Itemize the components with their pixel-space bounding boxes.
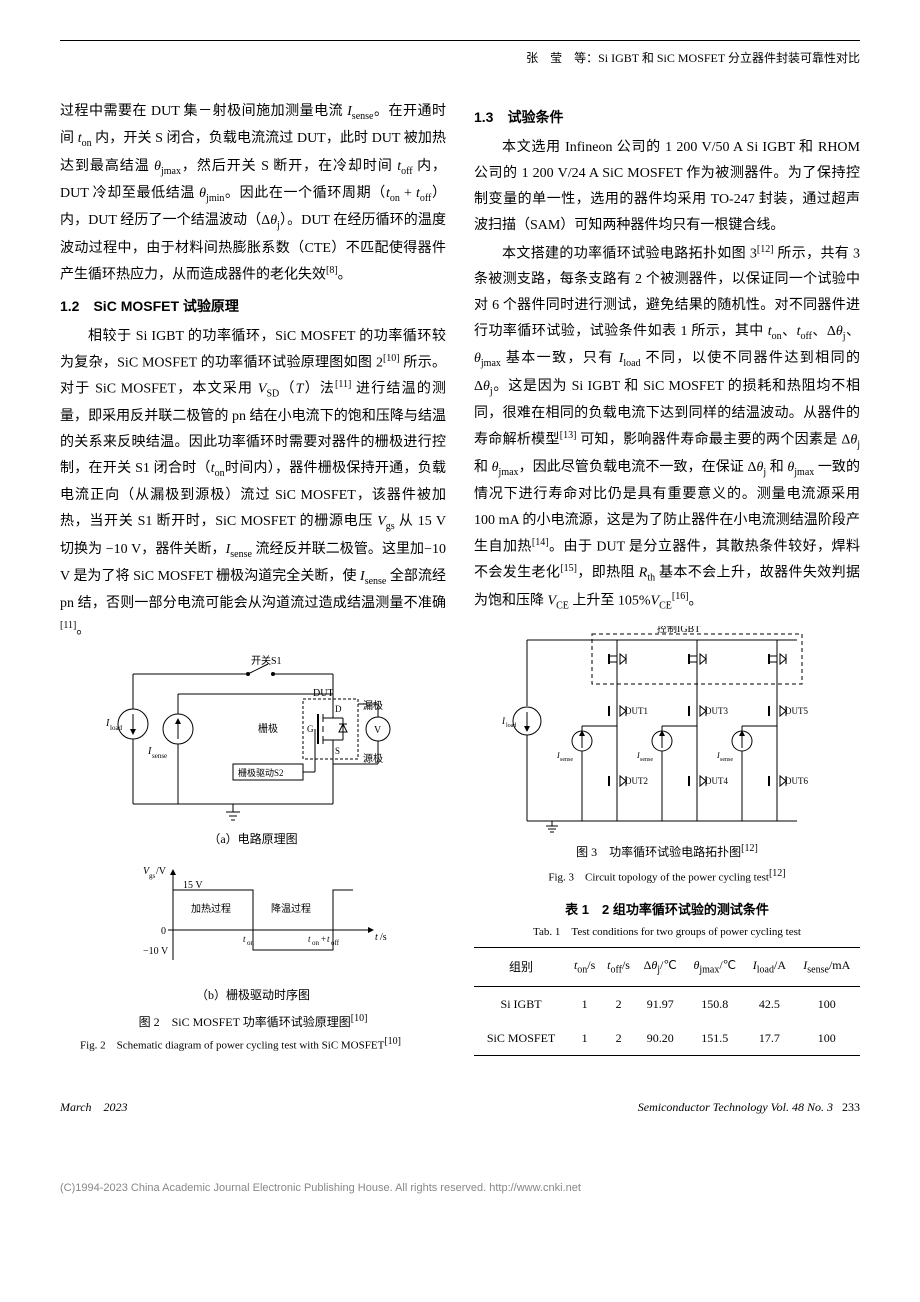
left-column: 过程中需要在 DUT 集－射极间施加测量电流 Isense。在开通时间 ton … — [60, 99, 446, 1066]
svg-text:栅极: 栅极 — [258, 722, 278, 735]
svg-text:t: t — [243, 934, 246, 944]
copyright-line: (C)1994-2023 China Academic Journal Elec… — [60, 1178, 860, 1198]
svg-text:off: off — [331, 939, 340, 947]
svg-text:sense: sense — [720, 757, 733, 763]
para-4: 本文搭建的功率循环试验电路拓扑如图 3[12] 所示，共有 3 条被测支路，每条… — [474, 241, 860, 617]
page-footer: March 2023 Semiconductor Technology Vol.… — [60, 1096, 860, 1118]
right-column: 1.3 试验条件 本文选用 Infineon 公司的 1 200 V/50 A … — [474, 99, 860, 1066]
footer-date: March 2023 — [60, 1096, 128, 1118]
para-1: 过程中需要在 DUT 集－射极间施加测量电流 Isense。在开通时间 ton … — [60, 99, 446, 288]
fig2-caption-en: Fig. 2 Schematic diagram of power cyclin… — [80, 1033, 446, 1056]
table-head: toff/s — [601, 947, 636, 986]
table-cell: 100 — [794, 1021, 860, 1056]
svg-text:/V: /V — [156, 866, 167, 877]
table-cell: SiC MOSFET — [474, 1021, 568, 1056]
table-1: 组别 ton/s toff/s Δθj/℃ θjmax/℃ Iload/A Is… — [474, 947, 860, 1056]
svg-text:gs: gs — [149, 872, 156, 880]
svg-text:开关S1: 开关S1 — [251, 654, 282, 667]
table-cell: 42.5 — [745, 986, 793, 1021]
page-number: 233 — [842, 1100, 860, 1114]
svg-text:on: on — [312, 939, 320, 947]
fig2b-sub: （b）栅极驱动时序图 — [60, 984, 446, 1006]
table-cell: 2 — [601, 1021, 636, 1056]
table-cell: 151.5 — [684, 1021, 745, 1056]
fig2-caption-cn: 图 2 SiC MOSFET 功率循环试验原理图[10] — [60, 1010, 446, 1033]
svg-text:load: load — [110, 724, 123, 732]
table-cell: 1 — [568, 1021, 601, 1056]
heading-1-3: 1.3 试验条件 — [474, 105, 860, 131]
svg-text:load: load — [506, 723, 516, 729]
heading-1-2: 1.2 SiC MOSFET 试验原理 — [60, 294, 446, 320]
fig3-caption-en: Fig. 3 Circuit topology of the power cyc… — [474, 865, 860, 888]
svg-text:DUT1: DUT1 — [625, 706, 648, 716]
svg-text:控制IGBT: 控制IGBT — [657, 626, 700, 635]
table-head: ton/s — [568, 947, 601, 986]
para-3: 本文选用 Infineon 公司的 1 200 V/50 A Si IGBT 和… — [474, 135, 860, 239]
table1-title-en: Tab. 1 Test conditions for two groups of… — [474, 922, 860, 942]
svg-text:S: S — [335, 746, 340, 756]
svg-text:0: 0 — [161, 926, 166, 937]
fig2a-sub: （a）电路原理图 — [60, 828, 446, 850]
table-cell: 150.8 — [684, 986, 745, 1021]
svg-text:加热过程: 加热过程 — [191, 902, 231, 915]
svg-text:栅极驱动S2: 栅极驱动S2 — [238, 767, 284, 778]
svg-text:t: t — [375, 932, 378, 943]
figure-2b: Vgs/V t/s 15 V 0 −10 V 加热过程 降温过程 ton ton… — [60, 860, 446, 1056]
table-cell: 17.7 — [745, 1021, 793, 1056]
table-head: Isense/mA — [794, 947, 860, 986]
svg-text:G: G — [307, 724, 314, 734]
svg-text:漏极: 漏极 — [363, 699, 383, 712]
running-head: 张 莹 等：Si IGBT 和 SiC MOSFET 分立器件封装可靠性对比 — [60, 47, 860, 69]
svg-text:DUT6: DUT6 — [785, 776, 808, 786]
svg-text:−10 V: −10 V — [143, 946, 169, 957]
svg-text:sense: sense — [560, 757, 573, 763]
figure-3: 控制IGBT — [474, 626, 860, 888]
para-2: 相较于 Si IGBT 的功率循环，SiC MOSFET 的功率循环较为复杂，S… — [60, 324, 446, 644]
footer-journal: Semiconductor Technology Vol. 48 No. 3 — [638, 1100, 833, 1114]
svg-text:DUT3: DUT3 — [705, 706, 728, 716]
table-head: Iload/A — [745, 947, 793, 986]
svg-text:on: on — [247, 939, 255, 947]
table-head: θjmax/℃ — [684, 947, 745, 986]
svg-text:15 V: 15 V — [183, 880, 203, 891]
table-head: Δθj/℃ — [636, 947, 684, 986]
table-cell: Si IGBT — [474, 986, 568, 1021]
svg-text:DUT5: DUT5 — [785, 706, 808, 716]
fig3-caption-cn: 图 3 功率循环试验电路拓扑图[12] — [474, 840, 860, 863]
svg-text:sense: sense — [152, 752, 167, 760]
svg-text:D: D — [335, 704, 342, 714]
svg-text:DUT2: DUT2 — [625, 776, 648, 786]
table-cell: 1 — [568, 986, 601, 1021]
svg-text:V: V — [374, 725, 382, 736]
svg-text:降温过程: 降温过程 — [271, 902, 311, 915]
svg-text:+: + — [321, 934, 326, 944]
table-cell: 2 — [601, 986, 636, 1021]
figure-2a: 开关S1 Iload Isense DUT — [60, 654, 446, 850]
table1-title-cn: 表 1 2 组功率循环试验的测试条件 — [474, 898, 860, 922]
svg-text:DUT: DUT — [313, 688, 334, 699]
svg-text:DUT4: DUT4 — [705, 776, 728, 786]
svg-text:sense: sense — [640, 757, 653, 763]
table-cell: 90.20 — [636, 1021, 684, 1056]
table-cell: 100 — [794, 986, 860, 1021]
table-head: 组别 — [474, 947, 568, 986]
svg-text:t: t — [327, 934, 330, 944]
table-cell: 91.97 — [636, 986, 684, 1021]
svg-text:源极: 源极 — [363, 752, 383, 765]
svg-text:/s: /s — [380, 932, 387, 943]
svg-text:t: t — [308, 934, 311, 944]
